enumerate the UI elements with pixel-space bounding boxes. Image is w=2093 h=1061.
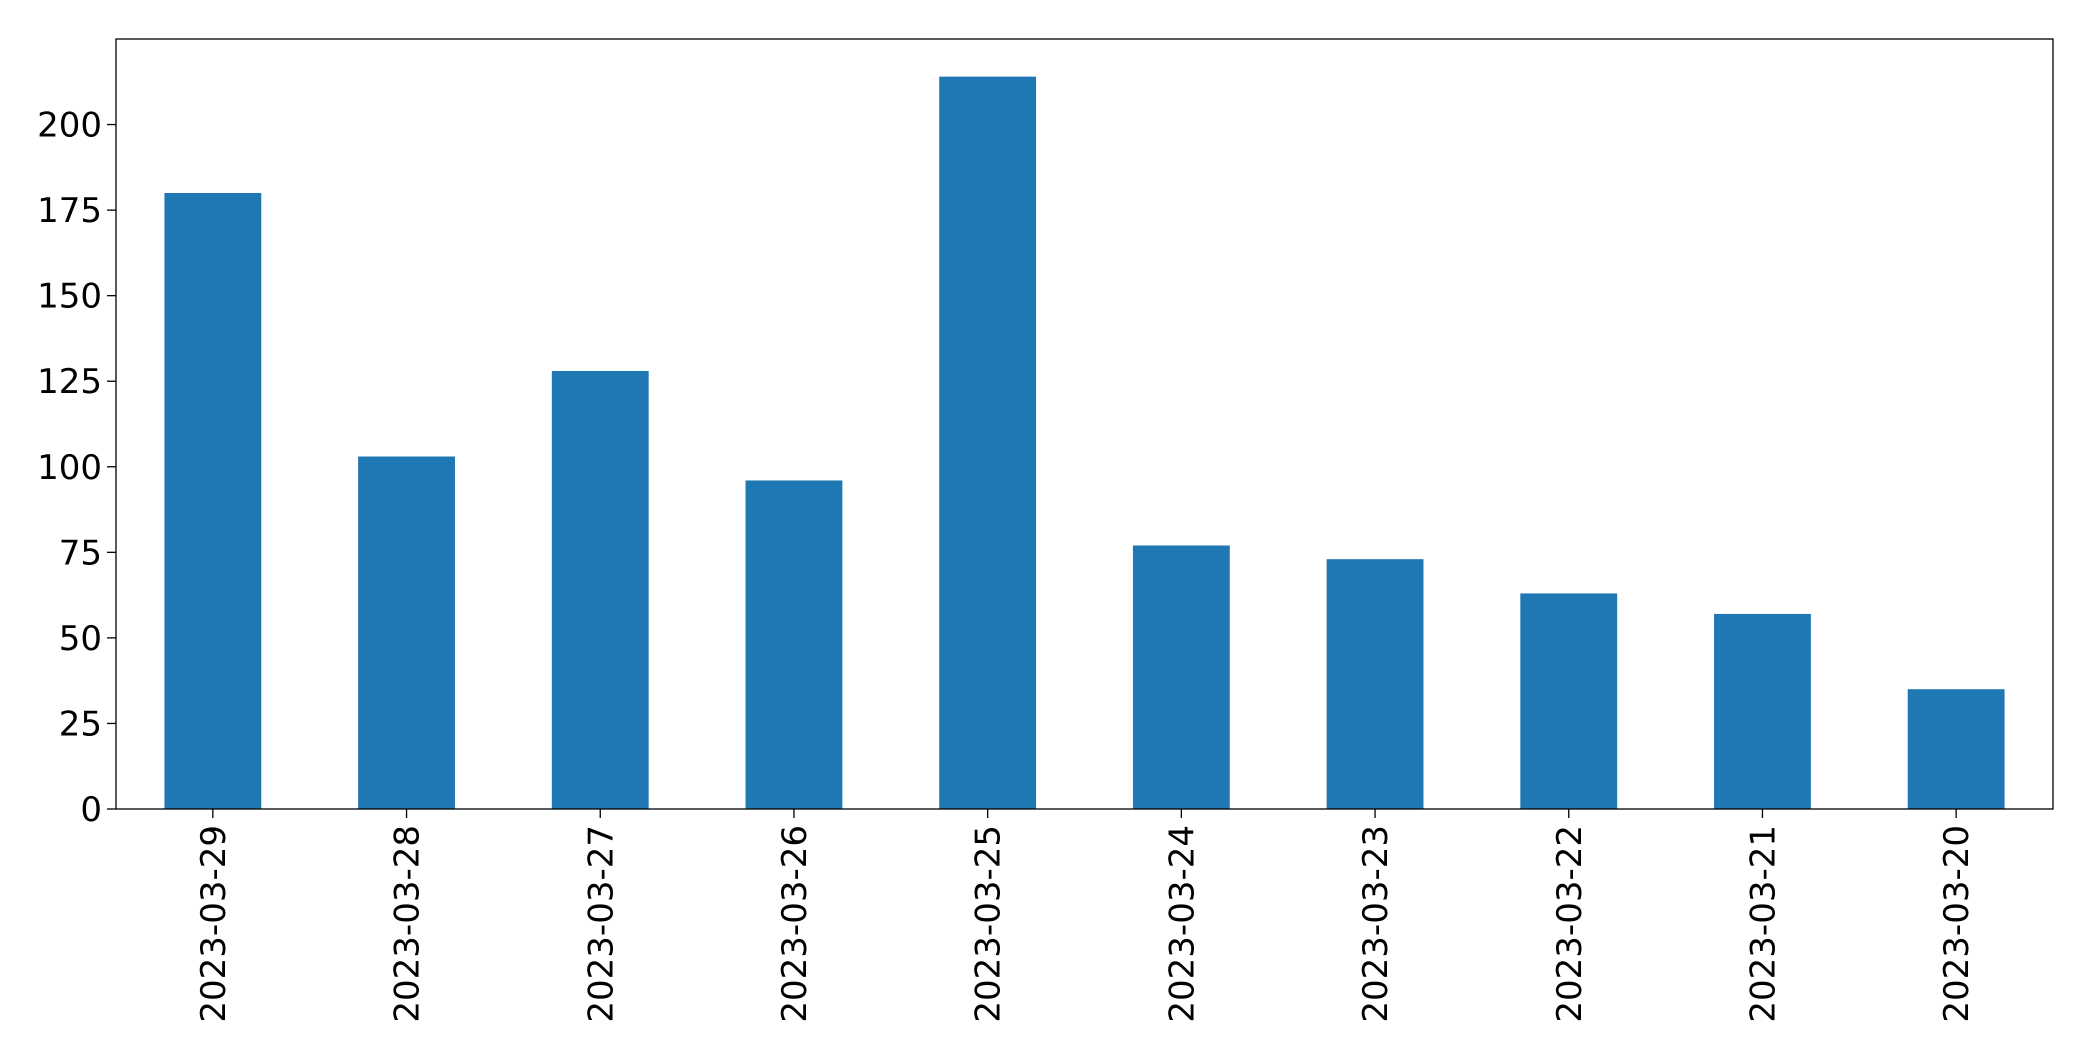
y-tick-label: 25 — [59, 704, 102, 744]
bar — [358, 456, 455, 809]
x-tick-label: 2023-03-23 — [1356, 825, 1396, 1023]
bar — [164, 193, 262, 809]
x-tick-label: 2023-03-28 — [388, 825, 428, 1023]
y-tick-label: 50 — [59, 619, 102, 659]
x-tick-label: 2023-03-25 — [969, 825, 1009, 1023]
bar — [1907, 689, 2005, 809]
x-tick-label: 2023-03-27 — [581, 825, 621, 1023]
bar — [1132, 545, 1230, 809]
y-tick-label: 0 — [80, 790, 102, 830]
x-tick-label: 2023-03-24 — [1162, 825, 1202, 1023]
x-tick-label: 2023-03-26 — [775, 825, 815, 1023]
bar — [939, 76, 1037, 809]
y-tick-label: 75 — [59, 533, 102, 573]
y-tick-label: 175 — [37, 191, 102, 231]
bar — [1714, 613, 1811, 809]
x-tick-label: 2023-03-29 — [194, 825, 234, 1023]
y-tick-label: 100 — [37, 448, 102, 488]
x-tick-label: 2023-03-21 — [1743, 825, 1783, 1023]
bar — [1520, 593, 1618, 809]
bar — [551, 370, 649, 809]
bar — [745, 480, 843, 809]
y-tick-label: 150 — [37, 277, 102, 317]
x-tick-label: 2023-03-22 — [1550, 825, 1590, 1023]
x-tick-label: 2023-03-20 — [1937, 825, 1977, 1023]
y-tick-label: 200 — [37, 106, 102, 146]
y-tick-label: 125 — [37, 362, 102, 402]
bar — [1326, 559, 1424, 809]
plot-frame — [115, 38, 2054, 810]
